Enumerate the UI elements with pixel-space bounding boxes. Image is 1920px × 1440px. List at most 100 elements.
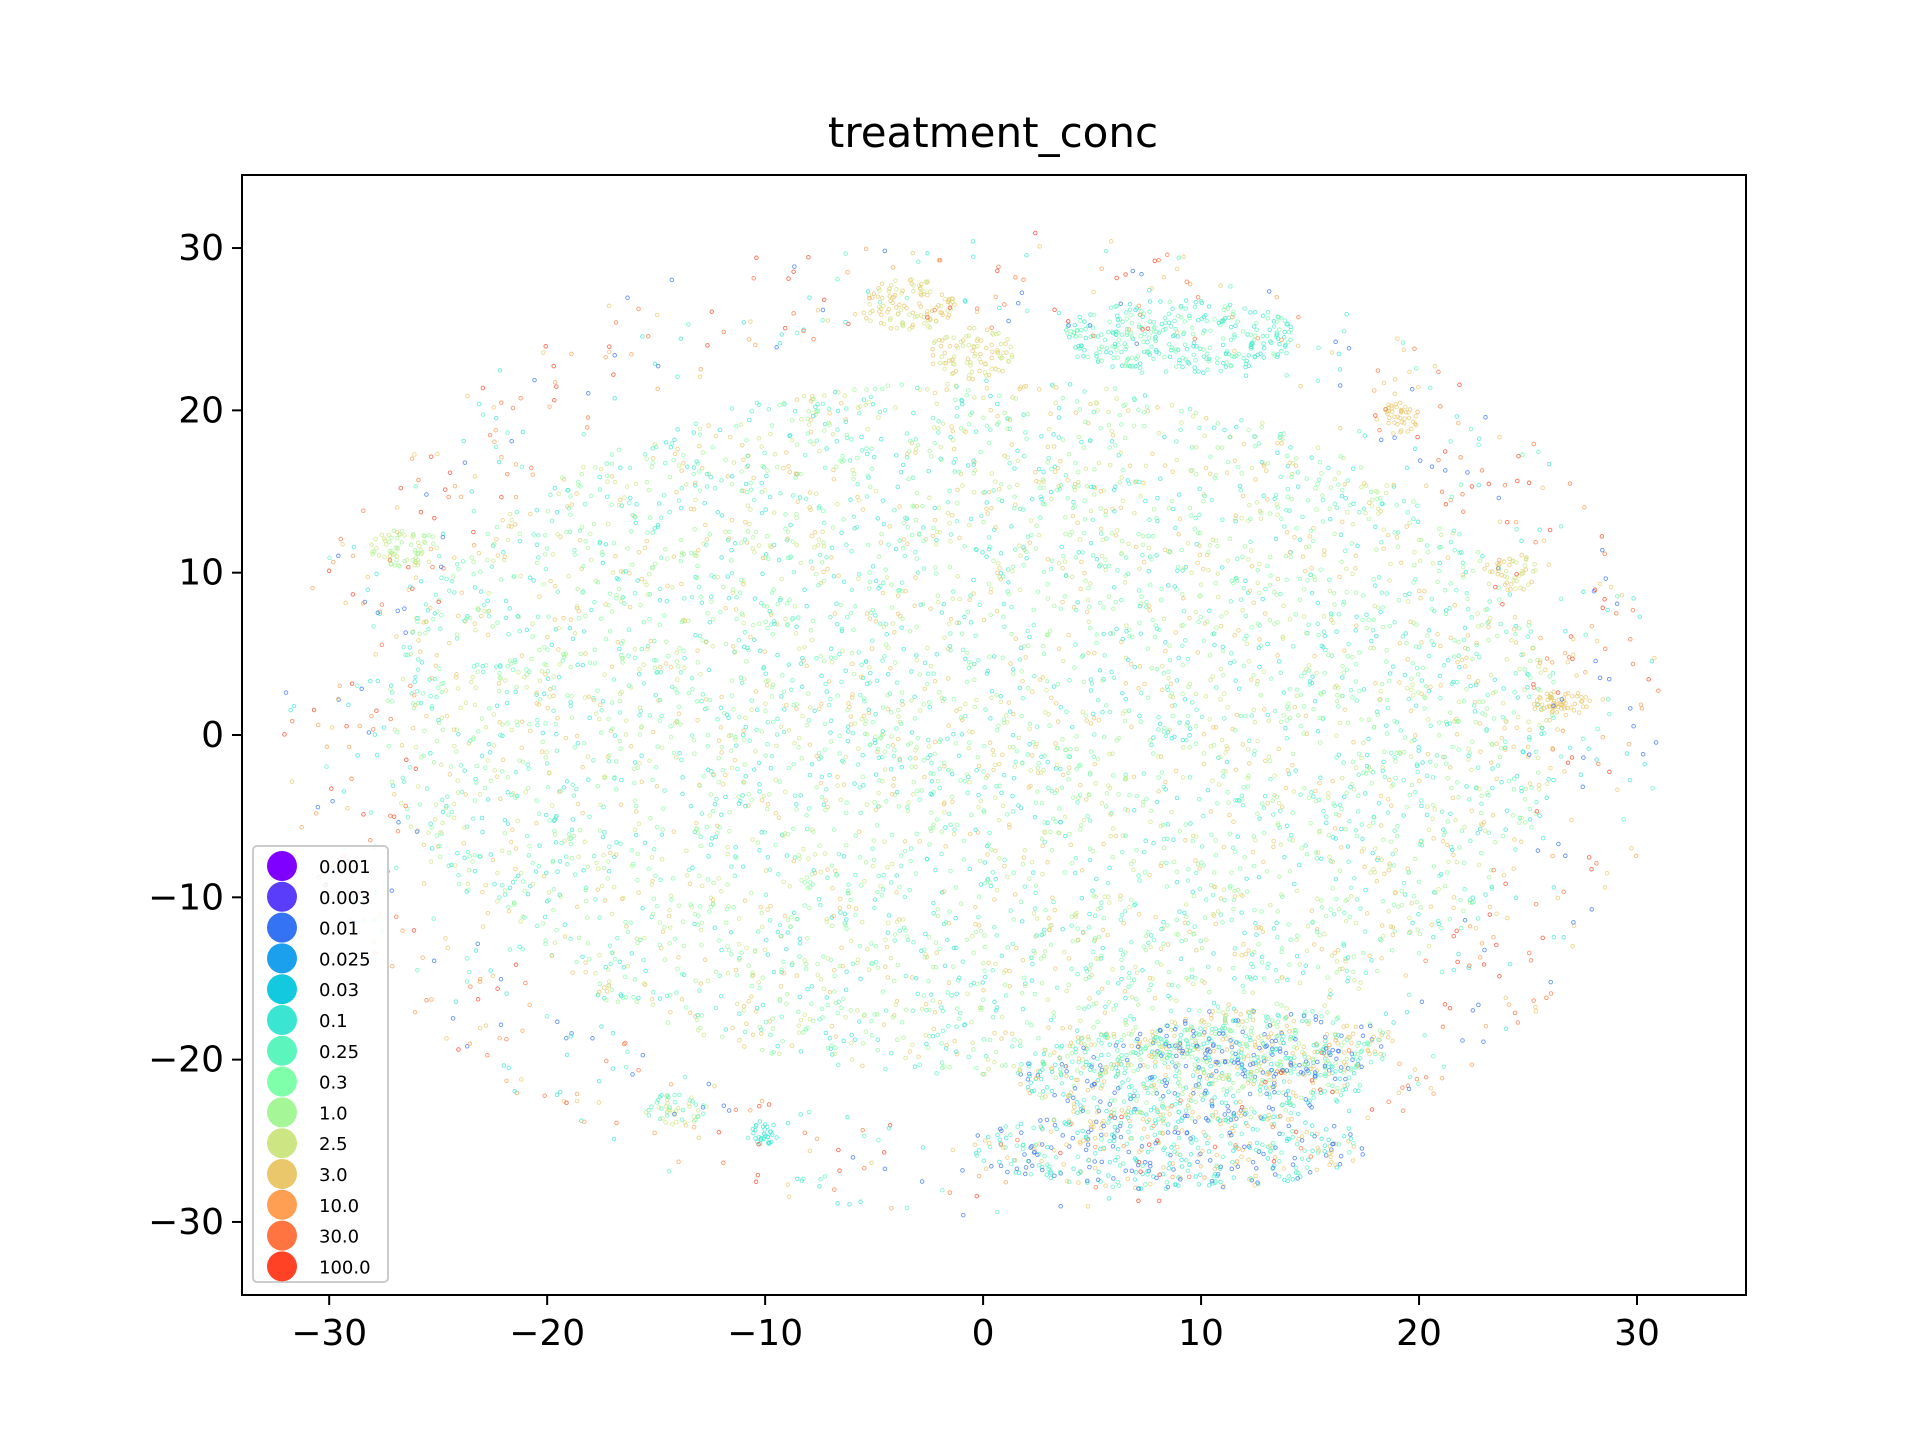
data-point — [984, 500, 990, 505]
data-point — [625, 963, 630, 969]
data-point — [1137, 566, 1142, 571]
data-point — [1393, 759, 1398, 764]
data-point — [749, 707, 754, 712]
data-point — [649, 914, 654, 920]
data-point — [559, 840, 564, 846]
data-point — [947, 564, 953, 570]
data-point — [935, 907, 941, 912]
data-point — [1281, 690, 1287, 695]
data-point — [1064, 709, 1069, 714]
data-point — [680, 791, 685, 797]
data-point — [1465, 606, 1471, 612]
data-point — [1381, 759, 1386, 765]
data-point — [1254, 681, 1260, 687]
data-point — [649, 464, 655, 470]
data-point — [611, 884, 617, 890]
data-point — [548, 492, 553, 498]
data-point — [1402, 892, 1408, 897]
data-point — [705, 744, 710, 749]
data-point — [1536, 787, 1542, 792]
data-point — [1244, 889, 1250, 894]
data-point — [1052, 907, 1057, 913]
data-point — [808, 507, 813, 512]
data-point — [1131, 867, 1136, 873]
data-point — [1244, 641, 1250, 647]
data-point — [1114, 396, 1119, 401]
data-point — [945, 499, 951, 505]
data-point — [870, 402, 876, 407]
data-point — [1016, 803, 1021, 808]
data-point — [872, 386, 878, 392]
data-point — [837, 733, 842, 739]
data-point — [791, 826, 796, 832]
data-point — [1257, 816, 1262, 821]
data-point — [1031, 870, 1036, 875]
data-point — [585, 915, 590, 920]
data-point — [858, 976, 863, 982]
data-point — [890, 861, 895, 867]
data-point — [818, 902, 823, 908]
data-point — [1464, 655, 1469, 661]
data-point — [990, 870, 995, 875]
data-point — [723, 772, 728, 778]
data-point — [473, 685, 478, 691]
data-point — [432, 817, 438, 822]
data-point — [1115, 568, 1120, 573]
data-point — [1385, 810, 1391, 815]
data-point — [1226, 1002, 1231, 1007]
data-point — [434, 653, 440, 658]
data-point — [852, 781, 857, 786]
data-point — [1477, 654, 1482, 660]
data-point — [868, 484, 873, 490]
data-point — [857, 785, 862, 790]
data-point — [1010, 667, 1016, 672]
data-point — [1340, 664, 1345, 669]
data-point — [1293, 463, 1299, 468]
data-point — [693, 550, 698, 556]
data-point — [999, 482, 1004, 487]
data-point — [1055, 682, 1061, 687]
data-point — [1045, 581, 1050, 587]
data-point — [1210, 674, 1215, 679]
data-point — [885, 383, 891, 388]
data-point — [1074, 399, 1080, 404]
data-point — [932, 505, 938, 511]
data-point — [583, 885, 589, 891]
data-point — [1240, 554, 1245, 560]
data-point — [1366, 516, 1372, 522]
data-point — [667, 941, 672, 946]
data-point — [945, 381, 950, 387]
data-point — [577, 537, 583, 543]
data-point — [976, 894, 982, 899]
data-point — [1065, 477, 1070, 483]
data-point — [1008, 908, 1013, 913]
data-point — [1351, 969, 1356, 974]
data-point — [909, 975, 915, 980]
data-point — [494, 703, 500, 709]
data-point — [760, 975, 765, 980]
data-point — [1159, 687, 1165, 693]
data-point — [864, 732, 870, 737]
data-point — [1110, 773, 1116, 778]
data-point — [864, 611, 870, 616]
data-point — [583, 898, 589, 904]
data-point — [1143, 498, 1148, 504]
data-point — [1401, 813, 1406, 818]
data-point — [1238, 488, 1244, 493]
data-point — [650, 1002, 656, 1007]
data-point — [558, 534, 563, 539]
data-point — [1038, 770, 1044, 775]
data-point — [789, 438, 795, 443]
data-point — [1111, 1007, 1116, 1012]
data-point — [476, 729, 481, 734]
data-point — [794, 706, 799, 711]
data-point — [1051, 444, 1057, 449]
data-point — [839, 945, 844, 950]
data-point — [758, 904, 763, 910]
data-point — [1425, 804, 1430, 809]
data-point — [1482, 828, 1488, 834]
data-point — [1197, 486, 1202, 492]
data-point — [1444, 842, 1450, 848]
data-point — [503, 678, 508, 683]
data-point — [913, 755, 918, 761]
